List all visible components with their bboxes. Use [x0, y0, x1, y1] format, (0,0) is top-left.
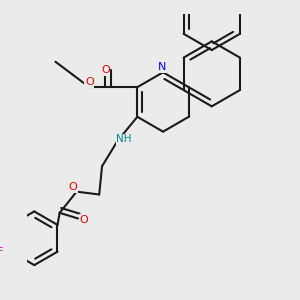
- Text: O: O: [79, 215, 88, 225]
- Text: O: O: [69, 182, 78, 192]
- Text: N: N: [158, 62, 166, 72]
- Text: F: F: [0, 247, 3, 257]
- Text: O: O: [85, 77, 94, 87]
- Text: NH: NH: [116, 134, 131, 144]
- Text: O: O: [101, 65, 110, 75]
